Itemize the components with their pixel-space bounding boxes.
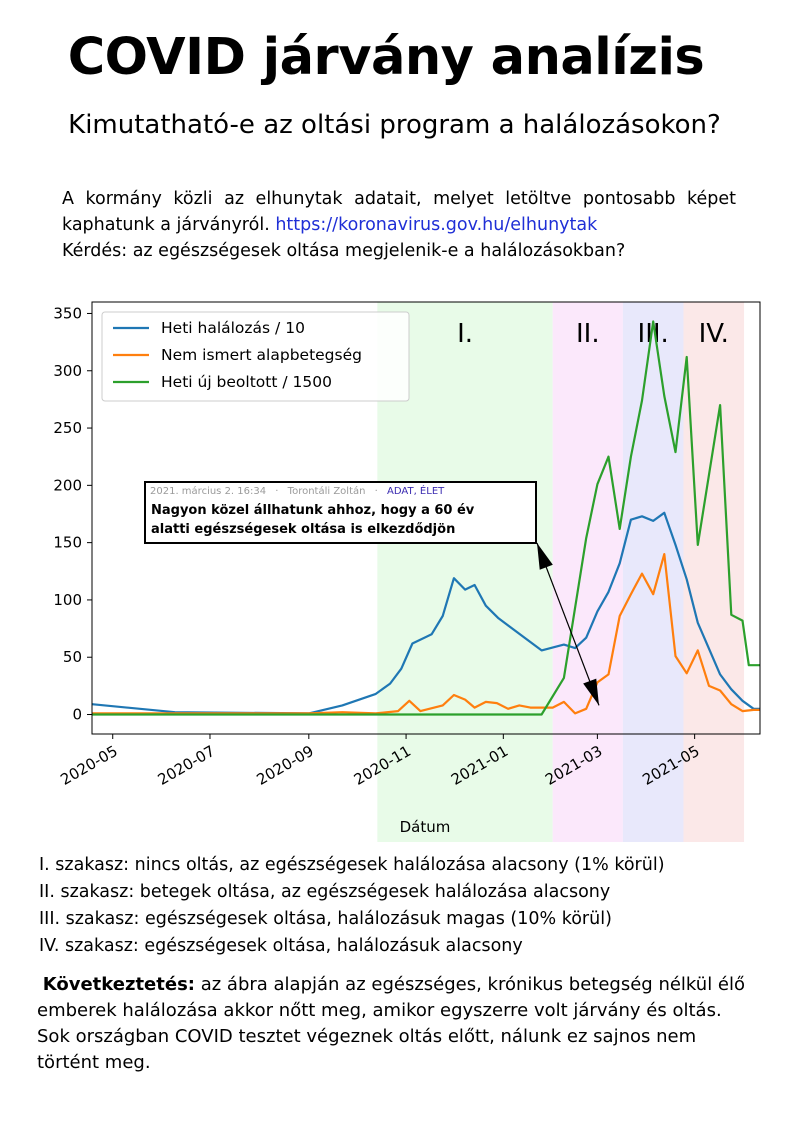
intro-question: Kérdés: az egészségesek oltása megjeleni… — [62, 241, 626, 261]
svg-text:2021. március 2. 16:34 ·: 2021. március 2. 16:34 · Torontáli Zoltá… — [150, 484, 445, 497]
page-title: COVID járvány analízis — [67, 28, 705, 87]
conclusion-label: Következtetés: — [42, 974, 195, 995]
legend-label-2: Nem ismert alapbetegség — [161, 346, 362, 364]
phase-notes: I. szakasz: nincs oltás, az egészségesek… — [39, 852, 665, 960]
phase-note-2: II. szakasz: betegek oltása, az egészség… — [39, 882, 611, 902]
news-annotation: 2021. március 2. 16:34 · Torontáli Zoltá… — [144, 481, 600, 706]
y-tick-label: 50 — [63, 648, 82, 666]
y-tick-label: 0 — [72, 706, 82, 724]
y-tick-label: 300 — [53, 362, 82, 380]
annotation-tags: ADAT, ÉLET — [387, 484, 445, 497]
y-tick-label: 200 — [53, 476, 82, 494]
legend-label-1: Heti halálozás / 10 — [161, 319, 305, 337]
annotation-author: Torontáli Zoltán — [287, 485, 366, 497]
plot-frame — [91, 301, 761, 735]
phase-note-3: III. szakasz: egészségesek oltása, halál… — [39, 909, 612, 929]
intro-paragraph: A kormány közli az elhunytak adatait, me… — [62, 186, 736, 264]
legend-label-3: Heti új beoltott / 1500 — [161, 373, 332, 391]
conclusion-text: az ábra alapján az egészséges, krónikus … — [37, 974, 746, 1073]
arrow-head-top — [537, 543, 553, 570]
x-tick-label: 2020-05 — [57, 742, 120, 789]
y-tick-label: 100 — [53, 591, 82, 609]
legend-box — [101, 311, 410, 402]
annotation-date: 2021. március 2. 16:34 — [150, 485, 266, 497]
intro-text: A kormány közli az elhunytak adatait, me… — [62, 189, 736, 235]
source-link[interactable]: https://koronavirus.gov.hu/elhunytak — [275, 215, 598, 235]
y-axis: 0 50 100 150 200 250 300 350 — [53, 304, 92, 724]
x-tick-label: 2020-07 — [155, 742, 218, 789]
phase-label-1: I. — [457, 319, 473, 349]
series-line-3 — [92, 320, 760, 716]
y-tick-label: 250 — [53, 419, 82, 437]
y-tick-label: 350 — [53, 304, 82, 322]
phase-label-2: II. — [576, 319, 600, 349]
legend: Heti halálozás / 10 Nem ismert alapbetegs… — [101, 311, 410, 402]
series-line-2 — [92, 553, 760, 715]
y-tick-label: 150 — [53, 534, 82, 552]
phase-band-3 — [622, 302, 684, 842]
annotation-headline-1: Nagyon közel állhatunk ahhoz, hogy a 60 … — [151, 503, 475, 518]
phase-note-4: IV. szakasz: egészségesek oltása, halálo… — [39, 936, 523, 956]
annotation-headline-2: alatti egészségesek oltása is elkezdődjö… — [151, 522, 455, 537]
x-tick-label: 2020-09 — [254, 742, 317, 789]
phase-labels: I. II. III. IV. — [457, 319, 729, 349]
arrow-head-bottom — [583, 678, 599, 706]
x-axis-label: Dátum — [400, 818, 451, 836]
phase-bands — [377, 302, 745, 842]
chart-series — [91, 320, 760, 716]
phase-note-1: I. szakasz: nincs oltás, az egészségesek… — [39, 855, 665, 875]
annotation-arrow — [536, 542, 600, 706]
phase-label-4: IV. — [699, 319, 729, 349]
conclusion: Következtetés: az ábra alapján az egészs… — [37, 972, 747, 1076]
annotation-box — [144, 481, 537, 544]
phase-band-2 — [552, 302, 623, 842]
page-subtitle: Kimutatható-e az oltási program a halálo… — [68, 110, 721, 140]
phase-band-4 — [683, 302, 745, 842]
